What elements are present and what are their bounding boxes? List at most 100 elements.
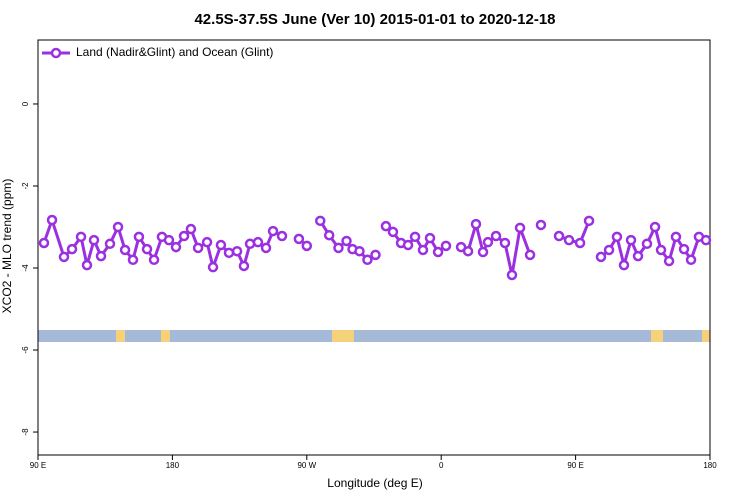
data-point: [535, 219, 547, 231]
data-point: [553, 230, 565, 242]
data-point: [119, 244, 131, 256]
data-point: [192, 242, 204, 254]
data-point: [95, 250, 107, 262]
legend: Land (Nadir&Glint) and Ocean (Glint): [42, 45, 273, 59]
data-point: [603, 244, 615, 256]
data-point: [148, 254, 160, 266]
data-point: [700, 234, 712, 246]
data-point: [595, 251, 607, 263]
data-point: [170, 241, 182, 253]
data-point: [163, 234, 175, 246]
data-point: [58, 251, 70, 263]
data-point: [618, 259, 630, 271]
data-point: [641, 238, 653, 250]
data-point: [370, 249, 381, 261]
data-point: [655, 244, 667, 256]
x-tick-label: 0: [439, 461, 444, 470]
data-point: [362, 254, 373, 266]
data-point: [260, 242, 272, 254]
data-point: [88, 234, 100, 246]
data-point: [506, 269, 518, 281]
data-point: [231, 245, 243, 257]
data-point: [611, 231, 623, 243]
data-point: [380, 220, 392, 232]
legend-marker: [50, 47, 62, 59]
data-point: [409, 231, 421, 243]
data-point: [685, 254, 697, 266]
data-point: [678, 243, 690, 255]
data-point: [477, 246, 489, 258]
data-point: [133, 231, 145, 243]
data-point: [112, 221, 124, 233]
data-point: [514, 222, 526, 234]
data-point: [238, 260, 250, 272]
data-point: [66, 243, 78, 255]
data-point: [663, 255, 675, 267]
land-patch: [702, 330, 710, 342]
data-point: [301, 240, 313, 252]
data-point: [470, 218, 482, 230]
data-point: [432, 246, 444, 258]
y-axis-label: XCO2 - MLO trend (ppm): [0, 179, 14, 314]
data-point: [341, 235, 352, 247]
data-point: [276, 230, 288, 242]
y-tick-label: -8: [21, 428, 30, 436]
y-tick-label: -4: [21, 264, 30, 272]
data-point: [402, 239, 414, 251]
data-point: [252, 236, 264, 248]
data-point: [46, 214, 58, 226]
data-point: [354, 245, 365, 257]
data-point: [490, 230, 502, 242]
data-point: [81, 259, 93, 271]
land-patch: [651, 330, 663, 342]
data-point: [632, 250, 644, 262]
y-tick-label: -6: [21, 346, 30, 354]
data-point: [127, 254, 139, 266]
data-point: [141, 243, 153, 255]
data-point: [424, 232, 436, 244]
data-point: [417, 244, 429, 256]
data-point: [563, 234, 575, 246]
chart-title: 42.5S-37.5S June (Ver 10) 2015-01-01 to …: [194, 11, 555, 28]
y-tick-label: -2: [21, 182, 30, 190]
land-patch: [161, 330, 170, 342]
data-point: [499, 237, 511, 249]
x-axis-label: Longitude (deg E): [327, 476, 422, 490]
data-point: [462, 245, 474, 257]
data-point: [333, 242, 344, 254]
data-point: [293, 233, 305, 245]
data-point: [314, 215, 326, 227]
x-tick-label: 90 E: [567, 461, 583, 470]
data-point: [38, 237, 50, 249]
data-point: [670, 231, 682, 243]
data-point: [75, 231, 87, 243]
data-point: [323, 229, 335, 241]
land-strip: [38, 330, 710, 342]
data-point: [185, 223, 197, 235]
x-tick-label: 90 E: [30, 461, 46, 470]
data-point: [649, 221, 661, 233]
data-point: [482, 236, 494, 248]
data-point: [440, 240, 452, 252]
data-point: [387, 226, 399, 238]
plot-frame: [37, 39, 711, 456]
x-tick-label: 180: [703, 461, 717, 470]
data-point: [215, 239, 227, 251]
y-tick-label: 0: [21, 101, 30, 106]
land-patch: [332, 330, 354, 342]
x-tick-label: 90 W: [297, 461, 316, 470]
ocean-strip: [38, 330, 710, 342]
data-point: [201, 236, 213, 248]
data-point: [267, 225, 279, 237]
data-point: [524, 249, 536, 261]
data-point: [583, 215, 595, 227]
data-point: [207, 261, 219, 273]
data-point: [574, 237, 586, 249]
data-point: [625, 234, 637, 246]
data-point: [178, 230, 190, 242]
x-tick-label: 180: [166, 461, 180, 470]
legend-label: Land (Nadir&Glint) and Ocean (Glint): [76, 45, 273, 59]
land-patch: [116, 330, 125, 342]
data-point: [223, 247, 235, 259]
